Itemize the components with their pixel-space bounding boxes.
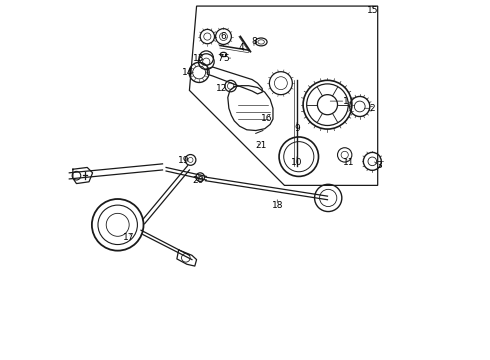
Text: 3: 3 [377,161,382,170]
Text: 13: 13 [193,54,204,63]
Text: 18: 18 [271,201,283,210]
Text: 5: 5 [223,54,229,63]
Text: 6: 6 [220,32,225,41]
Text: 11: 11 [343,158,355,167]
Text: 7: 7 [217,54,223,63]
Text: 12: 12 [216,84,227,93]
Text: 1: 1 [343,96,348,105]
Text: 9: 9 [294,123,300,132]
Text: 20: 20 [193,176,204,185]
Text: 10: 10 [291,158,303,167]
Text: 4: 4 [239,43,244,52]
Text: 2: 2 [369,104,375,113]
Text: 16: 16 [261,114,272,123]
Text: 14: 14 [182,68,194,77]
Text: 17: 17 [122,233,134,242]
Text: 19: 19 [178,156,190,165]
Text: 21: 21 [255,141,267,150]
Text: 8: 8 [251,37,257,46]
Text: 15: 15 [367,6,378,15]
